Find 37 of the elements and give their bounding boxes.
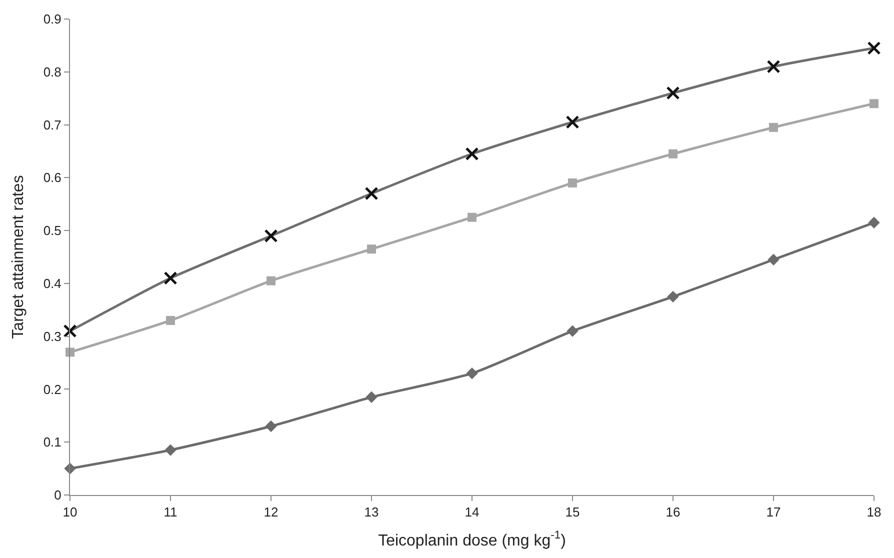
point [164,444,176,456]
x-tick-label: 13 [364,504,379,520]
y-tick-label: 0.8 [43,64,62,80]
y-tick-label: 0.3 [43,328,62,344]
x-tick-label: 16 [666,504,680,520]
x-tick-label: 14 [464,504,480,520]
y-axis-title: Target attainment rates [10,175,28,339]
point [667,290,679,303]
y-tick-label: 0.1 [43,434,62,450]
point [768,254,780,266]
point [468,212,476,222]
point [466,368,478,380]
y-tick-label: 0.7 [43,117,62,132]
point [266,276,276,286]
x-tick-label: 17 [766,504,781,520]
point [870,99,878,108]
y-tick-label: 0.5 [43,223,62,238]
point [166,316,175,325]
point [568,178,577,188]
x-tick-label: 11 [164,504,178,520]
point [566,325,578,337]
point [367,244,376,254]
point [265,420,277,432]
y-tick-label: 0.6 [43,170,62,186]
x-tick-label: 15 [565,504,580,520]
x-tick-label: 10 [62,504,78,520]
point [868,216,880,228]
point [769,122,778,132]
y-tick-label: 0.2 [43,382,62,397]
y-tick-label: 0.4 [43,276,62,291]
y-tick-label: 0.9 [43,12,62,27]
x-tick-label: 18 [866,504,882,520]
point [366,391,378,404]
y-tick-label: 0 [54,488,62,503]
x-tick-label: 12 [264,504,278,520]
x-axis-title: Teicoplanin dose (mg kg$^{-1}$) [378,530,566,550]
point [668,149,678,158]
